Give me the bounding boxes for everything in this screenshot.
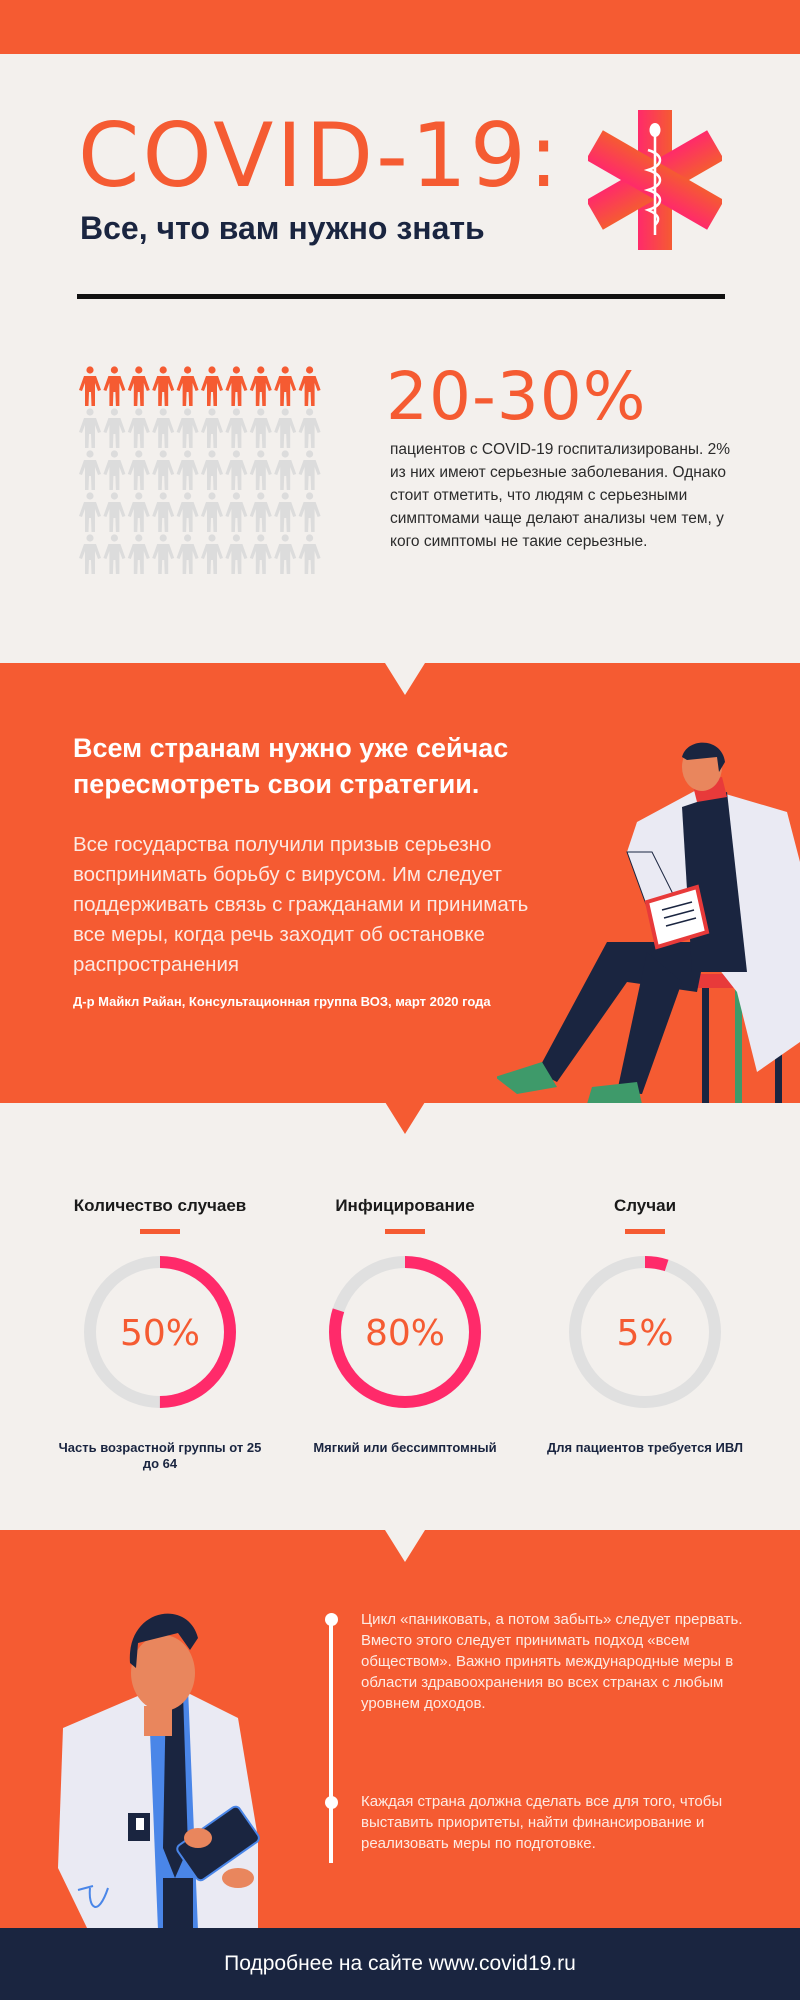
person-icon [103,492,126,532]
section-notch [385,1102,425,1134]
doctor-with-tablet-illustration [58,1613,260,1930]
person-icon [103,450,126,490]
timeline-dot [325,1613,338,1626]
timeline-item: Каждая страна должна сделать все для тог… [361,1793,723,1852]
quote-body: Все государства получили призыв серьезно… [73,833,529,976]
person-icon [79,492,101,532]
person-icon [298,534,321,574]
person-icon [225,492,248,532]
donut-value-label: 80% [365,1313,445,1354]
stat-heading: Случаи [613,1196,677,1215]
star-of-life-icon [588,110,722,250]
people-grid [79,366,321,574]
donut-value-arc [84,1256,236,1408]
person-icon [103,408,126,448]
stat-caption: Мягкий или бессимптомный [313,1440,497,1455]
person-icon [225,534,248,574]
person-icon [201,534,223,574]
stat-caption: Для пациентов требуется ИВЛ [546,1440,744,1455]
person-icon [225,450,248,490]
stat-caption: Часть возрастной группы от 25 до 64 [58,1440,262,1471]
person-icon [152,450,175,490]
person-icon [298,492,321,532]
person-icon [79,366,101,406]
person-icon [274,492,297,532]
person-icon [298,450,321,490]
person-icon [127,408,150,448]
person-icon [152,534,175,574]
stat-underline [625,1229,665,1234]
timeline-line [329,1619,333,1863]
person-icon [127,450,150,490]
person-icon [103,534,126,574]
person-icon [274,366,297,406]
page-subtitle: Все, что вам нужно знать [80,210,485,246]
donut-value-arc [569,1256,721,1408]
stat-card-ventilator: Случаи 5% Для пациентов требуется ИВЛ [535,1172,755,1456]
person-icon [176,492,199,532]
person-icon [298,366,321,406]
seated-doctor-illustration [497,742,800,1103]
person-icon [201,408,223,448]
page-title: COVID-19: [78,104,562,207]
person-icon [274,534,297,574]
person-icon [176,534,199,574]
person-icon [249,534,272,574]
person-icon [249,408,272,448]
footer: Подробнее на сайте www.covid19.ru [0,1928,800,2000]
person-icon [249,366,272,406]
donut-value-label: 50% [120,1313,200,1354]
timeline-dot [325,1796,338,1809]
donut-chart: 5% [569,1256,721,1408]
person-icon [201,450,223,490]
footer-link[interactable]: Подробнее на сайте www.covid19.ru [224,1952,576,1975]
stat-heading: Количество случаев [73,1196,247,1215]
person-icon [298,408,321,448]
person-icon [152,492,175,532]
donut-value-label: 5% [616,1313,673,1354]
stat-underline [385,1229,425,1234]
person-icon [127,534,150,574]
hospitalized-stat-value: 20-30% [386,358,647,435]
person-icon [249,492,272,532]
person-icon [225,366,248,406]
donut-chart: 50% [84,1256,236,1408]
person-icon [79,534,101,574]
person-icon [201,492,223,532]
stat-underline [140,1229,180,1234]
person-icon [225,408,248,448]
person-icon [127,492,150,532]
person-icon [176,408,199,448]
person-icon [201,366,223,406]
person-icon [127,366,150,406]
stat-heading: Инфицирование [335,1196,475,1215]
donut-value-arc [329,1256,481,1408]
hospitalized-stat-description: пациентов с COVID-19 госпитализированы. … [390,441,731,550]
person-icon [249,450,272,490]
person-icon [103,366,126,406]
stat-card-cases: Количество случаев 50% Часть возрастной … [50,1172,270,1472]
person-icon [79,408,101,448]
person-icon [176,450,199,490]
top-banner [0,0,800,54]
quote-heading: Всем странам нужно уже сейчас пересмотре… [73,733,509,799]
stat-card-infection: Инфицирование 80% Мягкий или бессимптомн… [295,1172,515,1456]
section-notch [385,663,425,695]
section-notch [385,1530,425,1562]
quote-citation: Д-р Майкл Райан, Консультационная группа… [73,994,491,1009]
person-icon [79,450,101,490]
person-icon [176,366,199,406]
divider [77,294,725,299]
person-icon [274,408,297,448]
person-icon [152,408,175,448]
person-icon [274,450,297,490]
donut-chart: 80% [329,1256,481,1408]
person-icon [152,366,175,406]
timeline-item: Цикл «паниковать, а потом забыть» следуе… [361,1611,743,1712]
